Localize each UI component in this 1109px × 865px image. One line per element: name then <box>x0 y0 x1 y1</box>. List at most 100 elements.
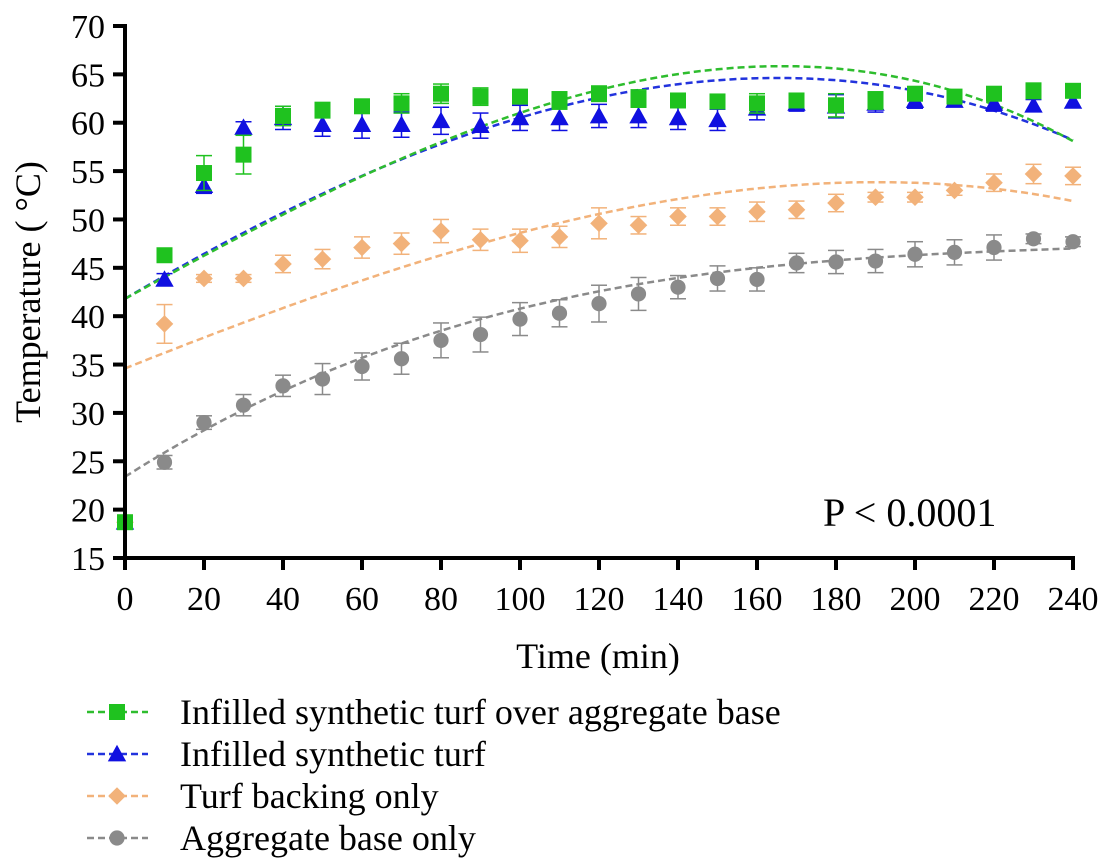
legend-label: Turf backing only <box>180 776 439 816</box>
data-point <box>670 279 686 295</box>
data-point <box>354 98 370 115</box>
x-tick-label: 240 <box>1048 581 1099 618</box>
data-point <box>235 146 252 163</box>
data-point <box>946 88 963 105</box>
data-point <box>986 85 1002 102</box>
series-group <box>117 231 1081 530</box>
data-point <box>314 102 331 119</box>
data-point <box>749 271 765 288</box>
series-group <box>116 163 1082 532</box>
data-point <box>472 88 489 105</box>
data-point <box>433 85 449 102</box>
data-point <box>472 326 489 343</box>
x-tick-label: 160 <box>732 581 783 618</box>
x-tick-label: 20 <box>187 581 221 618</box>
data-point <box>629 216 648 235</box>
data-point <box>827 194 845 212</box>
fit-curve <box>124 247 1074 478</box>
data-point <box>471 230 490 249</box>
ticks: 15 20 25 30 35 40 45 50 55 60 65 70 0 20 40 60 80 100 120 1… <box>71 9 1099 618</box>
data-point <box>352 115 372 133</box>
data-point <box>591 85 607 102</box>
data-point <box>431 111 451 129</box>
data-point <box>550 108 569 126</box>
x-tick-label: 80 <box>424 581 458 618</box>
y-axis-title: Temperature ( °C) <box>8 161 48 423</box>
legend-marker <box>107 744 127 762</box>
y-tick-label: 30 <box>71 396 105 433</box>
data-point <box>551 92 568 109</box>
data-point <box>511 231 529 250</box>
data-point <box>353 238 371 257</box>
data-point <box>393 351 410 367</box>
x-tick-label: 40 <box>266 581 300 618</box>
data-point <box>274 255 292 273</box>
data-point <box>550 228 569 246</box>
y-tick-label: 40 <box>71 299 105 336</box>
data-point <box>708 110 727 128</box>
data-point <box>828 254 844 270</box>
data-point <box>234 118 253 135</box>
legend-marker <box>109 830 125 846</box>
data-point <box>1065 82 1081 99</box>
data-point <box>392 115 411 133</box>
y-tick-label: 60 <box>71 106 105 143</box>
data-point <box>986 239 1002 256</box>
p-value-annotation: P < 0.0001 <box>823 490 996 535</box>
data-point <box>156 247 173 264</box>
data-point <box>551 305 568 321</box>
y-tick-label: 70 <box>71 9 105 46</box>
legend: Infilled synthetic turf over aggregate b… <box>87 692 781 858</box>
legend-marker <box>109 704 125 720</box>
data-point <box>907 85 923 102</box>
y-tick-label: 25 <box>71 444 105 481</box>
x-tick-label: 140 <box>653 581 704 618</box>
data-point <box>748 202 766 221</box>
data-point <box>1063 92 1083 109</box>
x-tick-label: 180 <box>811 581 862 618</box>
data-point <box>196 165 212 182</box>
y-tick-label: 35 <box>71 348 105 385</box>
y-tick-label: 65 <box>71 57 105 94</box>
y-tick-label: 50 <box>71 202 105 239</box>
data-point <box>275 107 291 124</box>
data-point <box>709 270 726 287</box>
data-point <box>709 93 726 110</box>
y-tick-label: 20 <box>71 493 105 530</box>
series-group <box>117 82 1081 531</box>
data-point <box>1025 82 1042 99</box>
data-point <box>1025 231 1042 247</box>
data-point <box>510 108 530 126</box>
data-point <box>235 397 252 413</box>
data-point <box>984 94 1004 111</box>
x-tick-label: 120 <box>574 581 625 618</box>
data-point <box>195 269 213 288</box>
data-point <box>471 116 490 133</box>
legend-label: Aggregate base only <box>180 818 476 858</box>
data-point <box>788 92 805 109</box>
data-point <box>156 454 173 470</box>
data-point <box>749 95 765 112</box>
data-point <box>512 88 528 105</box>
data-point <box>234 269 253 288</box>
data-point <box>275 378 291 394</box>
data-point <box>196 414 212 431</box>
data-point <box>1065 234 1081 250</box>
data-point <box>867 253 884 269</box>
data-point <box>432 222 450 240</box>
data-point <box>630 286 647 302</box>
legend-label: Infilled synthetic turf over aggregate b… <box>180 692 781 732</box>
x-tick-label: 200 <box>890 581 941 618</box>
data-point <box>314 371 331 387</box>
data-point <box>867 92 884 109</box>
data-point <box>906 188 924 207</box>
data-point <box>945 181 964 200</box>
data-point <box>828 97 844 114</box>
x-tick-label: 0 <box>117 581 134 618</box>
data-point <box>590 214 608 233</box>
data-point <box>787 200 806 219</box>
data-point <box>589 106 609 124</box>
legend-label: Infilled synthetic turf <box>180 734 486 774</box>
data-point <box>1064 167 1082 185</box>
